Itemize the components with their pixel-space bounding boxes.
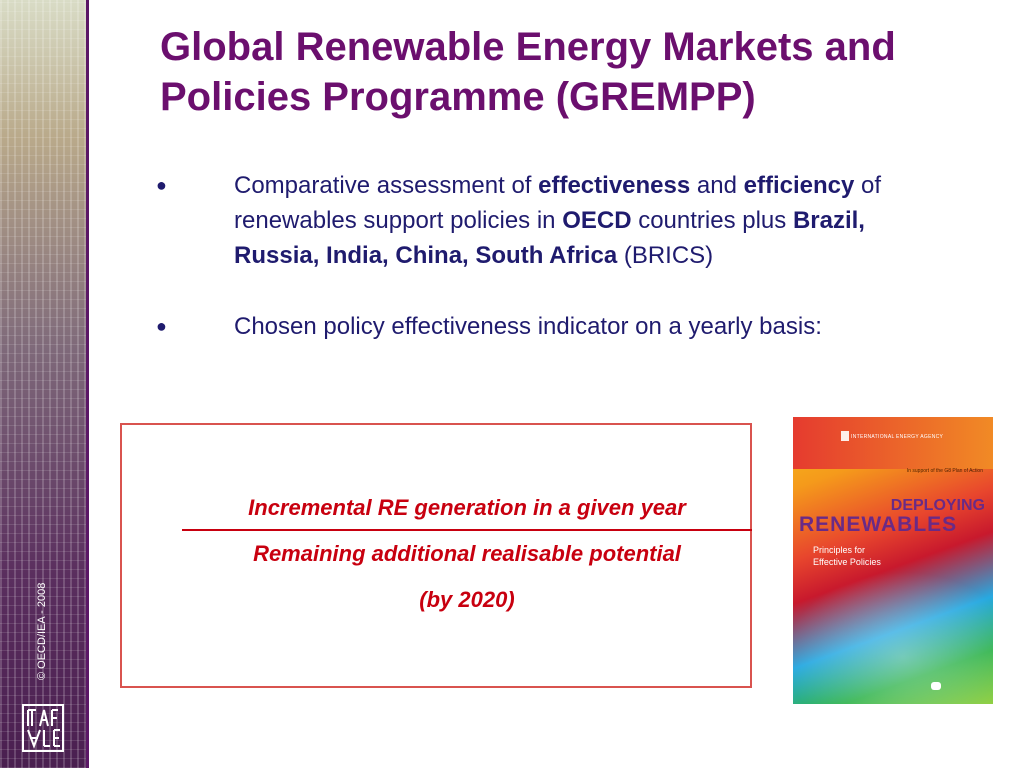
cover-subtitle-line2: Effective Policies xyxy=(813,557,881,567)
formula-denominator: Remaining additional realisable potentia… xyxy=(253,541,681,566)
report-cover-image: INTERNATIONAL ENERGY AGENCY In support o… xyxy=(793,417,993,704)
iea-logo-icon xyxy=(841,431,849,441)
bullet-segment-bold: Brazil, Russia, India, China, South Afri… xyxy=(234,207,865,269)
bullet-item: ● Chosen policy effectiveness indicator … xyxy=(150,309,950,344)
bullet-segment: and xyxy=(690,172,744,199)
cover-support-line: In support of the G8 Plan of Action xyxy=(906,468,983,474)
formula-box: Incremental RE generation in a given yea… xyxy=(120,423,752,688)
bullet-segment-bold: effectiveness xyxy=(538,172,691,199)
bullet-text: Comparative assessment of effectiveness … xyxy=(234,168,950,273)
bullet-segment-bold: OECD xyxy=(562,207,632,234)
bullet-text: Chosen policy effectiveness indicator on… xyxy=(234,309,950,344)
cover-agency-name: INTERNATIONAL ENERGY AGENCY xyxy=(851,434,944,440)
cover-publisher-mark-icon xyxy=(931,682,941,690)
fraction-line xyxy=(182,529,752,531)
decorative-side-strip xyxy=(0,0,86,768)
formula-note: (by 2020) xyxy=(419,587,515,612)
copyright-notice: © OECD/IEA - 2008 xyxy=(36,582,48,680)
bullet-dot-icon: ● xyxy=(156,175,167,195)
cover-subtitle: Principles for Effective Policies xyxy=(813,544,881,568)
bullet-segment: countries plus xyxy=(631,207,793,234)
slide-title: Global Renewable Energy Markets and Poli… xyxy=(160,25,896,119)
bullet-list: ● Comparative assessment of effectivenes… xyxy=(150,168,950,344)
cover-subtitle-line1: Principles for xyxy=(813,545,866,555)
bullet-dot-icon: ● xyxy=(156,316,167,336)
bullet-segment: (BRICS) xyxy=(617,242,714,269)
formula-numerator: Incremental RE generation in a given yea… xyxy=(248,495,686,520)
bullet-segment-bold: efficiency xyxy=(743,172,855,199)
effectiveness-formula: Incremental RE generation in a given yea… xyxy=(182,491,752,617)
bullet-item: ● Comparative assessment of effectivenes… xyxy=(150,168,950,273)
bullet-segment: Comparative assessment of xyxy=(234,172,539,199)
cover-title-line2: RENEWABLES xyxy=(799,513,958,536)
bullet-segment: Chosen policy effectiveness indicator on… xyxy=(234,313,822,340)
oecd-iea-logo-icon xyxy=(22,704,64,752)
cover-header-band xyxy=(793,417,993,469)
cover-title-line1: DEPLOYING xyxy=(890,497,985,514)
cover-swirl xyxy=(793,557,993,704)
side-strip-border xyxy=(86,0,89,768)
bullet-segment: of renewables support policies in xyxy=(234,172,882,234)
